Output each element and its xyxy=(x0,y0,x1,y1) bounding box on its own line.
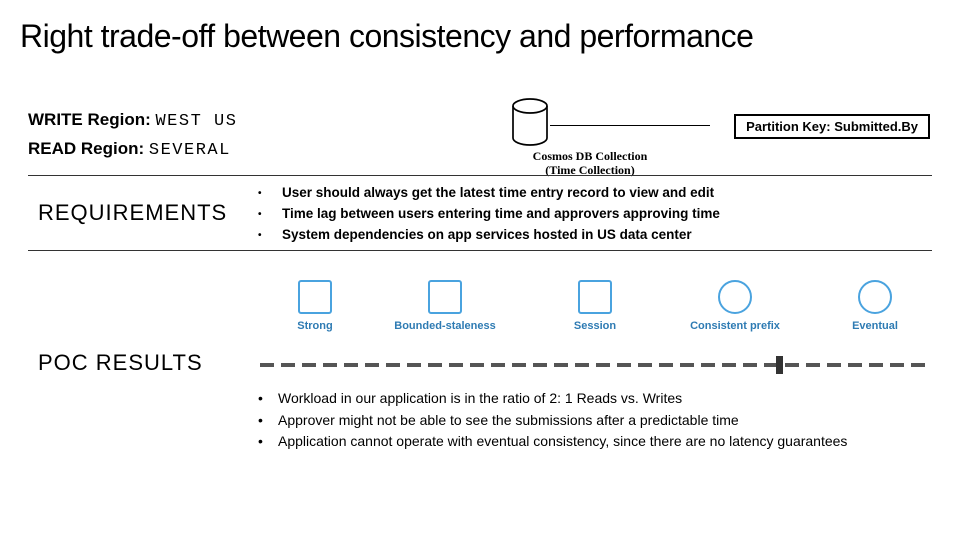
divider-bottom xyxy=(28,250,932,251)
read-region-value: SEVERAL xyxy=(149,141,231,160)
requirements-list: User should always get the latest time e… xyxy=(258,183,720,246)
dash-segment xyxy=(827,363,841,367)
circle-icon xyxy=(718,280,752,314)
dash-segment xyxy=(281,363,295,367)
requirement-item: System dependencies on app services host… xyxy=(258,225,720,246)
requirements-heading: REQUIREMENTS xyxy=(38,200,227,226)
read-region-label: READ Region: xyxy=(28,139,149,158)
write-region-label: WRITE Region: xyxy=(28,110,155,129)
dash-segment xyxy=(722,363,736,367)
poc-list: Workload in our application is in the ra… xyxy=(258,388,847,453)
slider-marker xyxy=(776,356,783,374)
dash-segment xyxy=(659,363,673,367)
square-icon xyxy=(428,280,462,314)
dash-segment xyxy=(575,363,589,367)
dash-segment xyxy=(323,363,337,367)
consistency-level: Eventual xyxy=(820,280,930,332)
dash-segment xyxy=(428,363,442,367)
poc-item: Application cannot operate with eventual… xyxy=(258,431,847,453)
divider-top xyxy=(28,175,932,176)
consistency-level-label: Consistent prefix xyxy=(680,320,790,332)
consistency-level-label: Eventual xyxy=(820,320,930,332)
consistency-level: Session xyxy=(540,280,650,332)
db-connector-line xyxy=(550,125,710,126)
dash-segment xyxy=(449,363,463,367)
consistency-level: Strong xyxy=(260,280,370,332)
dash-segment xyxy=(890,363,904,367)
consistency-level: Consistent prefix xyxy=(680,280,790,332)
dash-segment xyxy=(680,363,694,367)
consistency-level-label: Session xyxy=(540,320,650,332)
dash-segment xyxy=(911,363,925,367)
consistency-level-label: Bounded-staleness xyxy=(390,320,500,332)
dash-segment xyxy=(785,363,799,367)
db-caption: Cosmos DB Collection (Time Collection) xyxy=(490,150,690,178)
requirement-item: User should always get the latest time e… xyxy=(258,183,720,204)
dash-segment xyxy=(617,363,631,367)
db-caption-line1: Cosmos DB Collection xyxy=(533,149,648,163)
dash-segment xyxy=(344,363,358,367)
dash-segment xyxy=(596,363,610,367)
slide: Right trade-off between consistency and … xyxy=(0,0,960,540)
dash-segment xyxy=(512,363,526,367)
dash-segment xyxy=(365,363,379,367)
dash-segment xyxy=(302,363,316,367)
dash-segment xyxy=(407,363,421,367)
dash-segment xyxy=(470,363,484,367)
poc-heading: POC RESULTS xyxy=(38,350,203,376)
regions-block: WRITE Region: WEST US READ Region: SEVER… xyxy=(28,106,237,164)
slide-title: Right trade-off between consistency and … xyxy=(20,18,753,55)
dash-segment xyxy=(491,363,505,367)
dash-segment xyxy=(638,363,652,367)
dash-segment xyxy=(701,363,715,367)
partition-key-box: Partition Key: Submitted.By xyxy=(734,114,930,139)
db-diagram: Partition Key: Submitted.By Cosmos DB Co… xyxy=(510,98,930,173)
database-icon xyxy=(510,98,550,148)
requirement-item: Time lag between users entering time and… xyxy=(258,204,720,225)
consistency-levels-row: Strong Bounded-staleness Session Consistent… xyxy=(260,280,920,350)
dash-segment xyxy=(869,363,883,367)
dash-segment xyxy=(533,363,547,367)
square-icon xyxy=(578,280,612,314)
dash-segment xyxy=(386,363,400,367)
dash-segment xyxy=(806,363,820,367)
dash-segment xyxy=(743,363,757,367)
poc-item: Approver might not be able to see the su… xyxy=(258,410,847,432)
circle-icon xyxy=(858,280,892,314)
dash-segment xyxy=(848,363,862,367)
consistency-level-label: Strong xyxy=(260,320,370,332)
square-icon xyxy=(298,280,332,314)
write-region-value: WEST US xyxy=(155,112,237,131)
poc-item: Workload in our application is in the ra… xyxy=(258,388,847,410)
consistency-level: Bounded-staleness xyxy=(390,280,500,332)
dash-segment xyxy=(554,363,568,367)
dash-segment xyxy=(260,363,274,367)
consistency-slider-track xyxy=(260,358,920,372)
